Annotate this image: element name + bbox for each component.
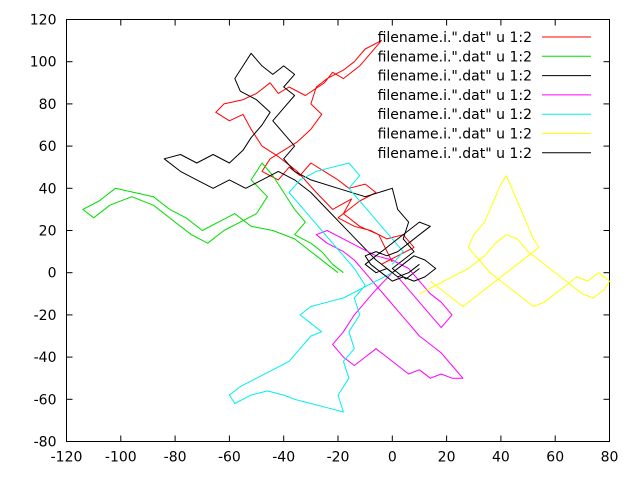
axis-ticks: -120 -100 -80 -60 -40 -20 0 20 40 60 80 -80 -60 -40 -2… xyxy=(30,13,619,466)
series-line-5 xyxy=(228,162,404,413)
x-tick-label: -40 xyxy=(272,450,295,466)
series-layer xyxy=(82,40,610,413)
legend-entry-label: filename.i.".dat" u 1:2 xyxy=(378,88,532,104)
series-line-3 xyxy=(163,52,420,280)
x-tick-label: -80 xyxy=(164,450,187,466)
legend-entry-label: filename.i.".dat" u 1:2 xyxy=(378,146,532,162)
x-tick-label: -20 xyxy=(327,450,350,466)
y-tick-label: 60 xyxy=(39,139,57,155)
x-tick-label: 40 xyxy=(492,450,510,466)
x-tick-label: 60 xyxy=(546,450,564,466)
series-line-1 xyxy=(215,40,415,265)
legend-entry-label: filename.i.".dat" u 1:2 xyxy=(378,127,532,143)
legend: filename.i.".dat" u 1:2 filename.i.".dat"… xyxy=(378,30,591,162)
x-tick-label: -120 xyxy=(51,450,83,466)
legend-entry-label: filename.i.".dat" u 1:2 xyxy=(378,49,532,65)
y-tick-label: 0 xyxy=(48,266,57,282)
x-tick-label: -60 xyxy=(218,450,241,466)
y-tick-label: 100 xyxy=(30,55,57,71)
legend-entry-label: filename.i.".dat" u 1:2 xyxy=(378,69,532,85)
y-tick-label: -80 xyxy=(34,435,57,451)
x-tick-label: 20 xyxy=(438,450,456,466)
y-tick-label: -40 xyxy=(34,350,57,366)
series-line-6 xyxy=(419,175,610,307)
legend-entry-label: filename.i.".dat" u 1:2 xyxy=(378,30,532,46)
y-tick-label: 40 xyxy=(39,181,57,197)
x-tick-label: 0 xyxy=(388,450,397,466)
y-tick-label: -60 xyxy=(34,392,57,408)
y-tick-label: 80 xyxy=(39,97,57,113)
legend-entry-label: filename.i.".dat" u 1:2 xyxy=(378,107,532,123)
series-line-2 xyxy=(82,162,344,274)
series-line-4 xyxy=(315,230,464,379)
series-line-7 xyxy=(364,221,437,282)
x-tick-label: -100 xyxy=(105,450,137,466)
y-tick-label: -20 xyxy=(34,308,57,324)
x-tick-label: 80 xyxy=(601,450,619,466)
y-tick-label: 20 xyxy=(39,224,57,240)
y-tick-label: 120 xyxy=(30,13,57,29)
